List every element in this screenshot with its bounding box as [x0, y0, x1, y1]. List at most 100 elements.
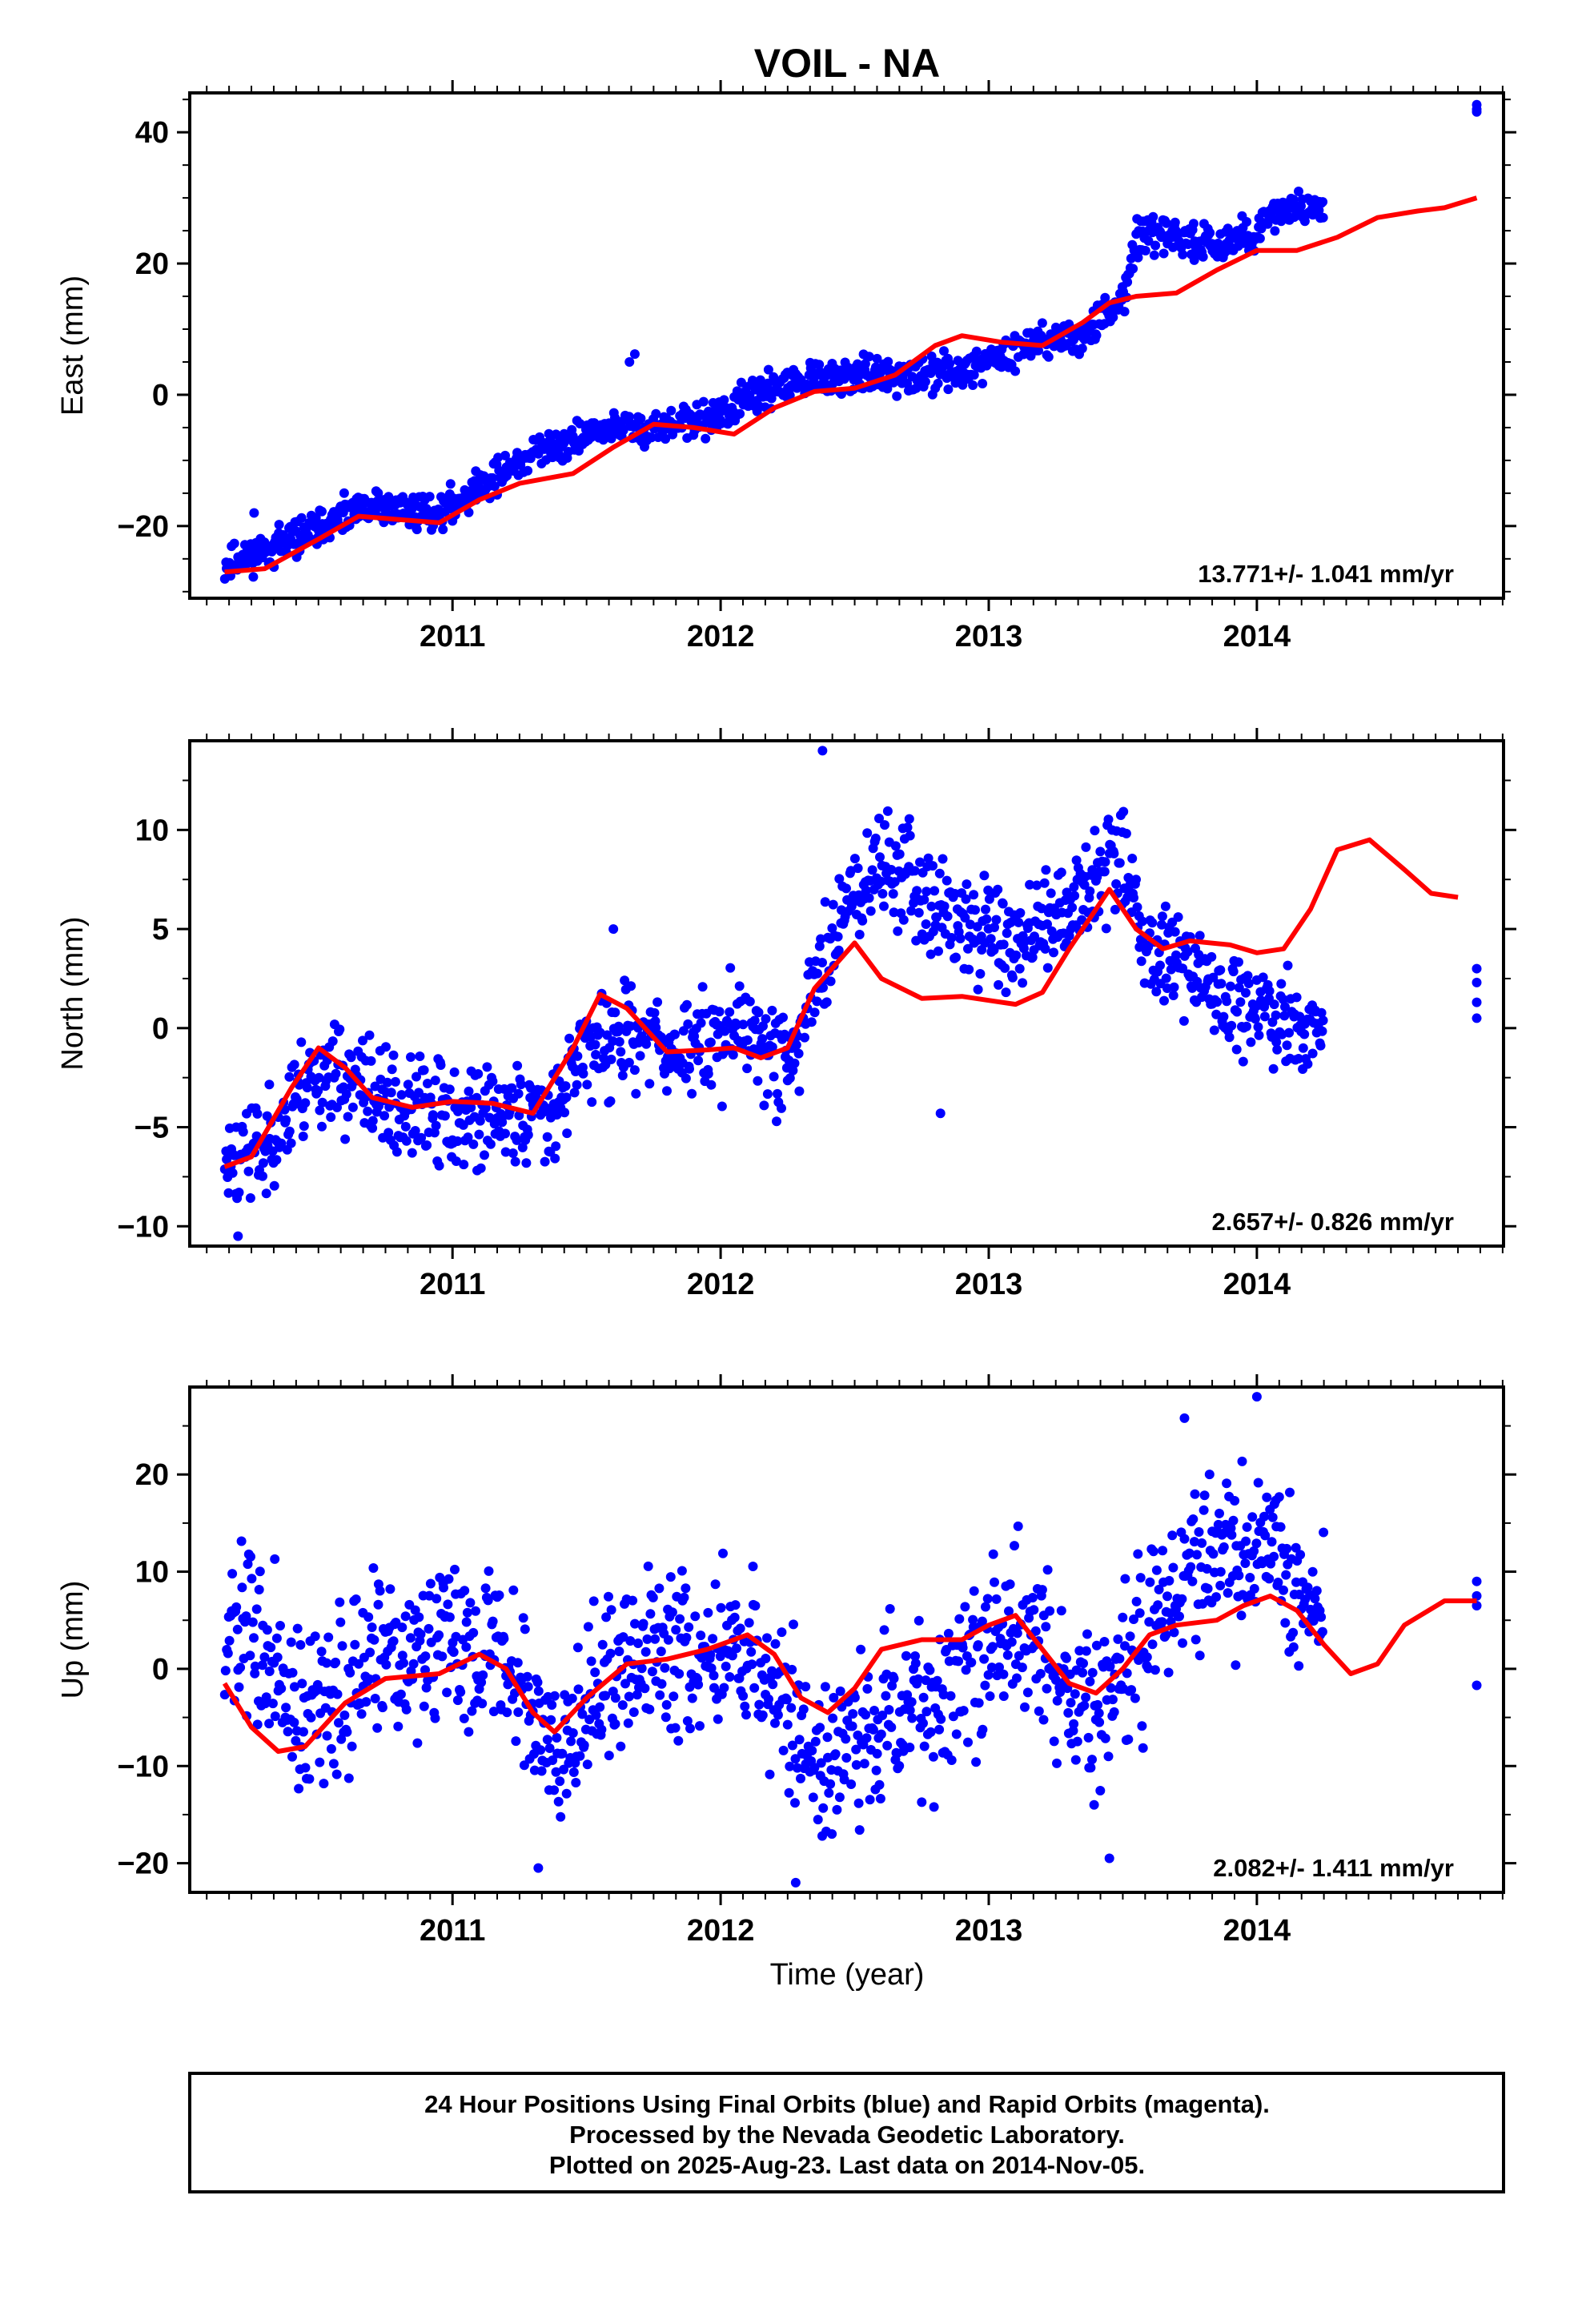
- data-point: [361, 1697, 371, 1707]
- data-point: [964, 964, 974, 975]
- data-point: [401, 1704, 412, 1715]
- data-point: [1245, 1573, 1255, 1582]
- data-point: [787, 1740, 797, 1751]
- data-point: [223, 1188, 234, 1198]
- data-point: [1083, 1732, 1094, 1743]
- data-point: [794, 1086, 805, 1096]
- data-point: [464, 507, 474, 517]
- data-point: [963, 943, 973, 954]
- data-point: [697, 982, 708, 992]
- data-point: [851, 1744, 861, 1755]
- data-point: [1288, 1627, 1299, 1638]
- y-tick-label: −20: [118, 510, 169, 544]
- data-point: [787, 1664, 797, 1675]
- data-point: [1317, 1026, 1327, 1036]
- data-point: [258, 1158, 268, 1168]
- data-point: [1101, 923, 1111, 934]
- data-point: [1255, 233, 1265, 243]
- data-point: [785, 390, 795, 400]
- data-point: [685, 1723, 695, 1734]
- data-point: [1108, 312, 1118, 323]
- data-point: [1318, 212, 1328, 223]
- data-point: [750, 1601, 761, 1611]
- data-point: [1004, 1606, 1014, 1616]
- data-point: [500, 1147, 511, 1157]
- data-point: [907, 1713, 917, 1723]
- data-point: [473, 1069, 484, 1079]
- data-point: [451, 1156, 461, 1166]
- data-point: [790, 1877, 801, 1888]
- data-point: [735, 1623, 745, 1634]
- data-point: [1147, 918, 1158, 928]
- data-point: [616, 1741, 626, 1751]
- data-point: [1279, 1585, 1288, 1595]
- data-point: [791, 1039, 801, 1050]
- data-point: [1034, 1706, 1044, 1716]
- data-point: [1282, 1040, 1292, 1051]
- data-point: [286, 1138, 296, 1148]
- data-point: [786, 1703, 797, 1713]
- data-point: [390, 1076, 400, 1087]
- data-point: [875, 852, 885, 862]
- data-point: [1050, 1675, 1061, 1685]
- data-point: [685, 1063, 694, 1074]
- data-point: [439, 1582, 448, 1593]
- data-point: [1119, 307, 1130, 317]
- data-point: [1081, 1692, 1091, 1703]
- data-point: [550, 1153, 560, 1164]
- data-point: [549, 1691, 560, 1701]
- data-point: [332, 1102, 342, 1112]
- data-point: [665, 1572, 676, 1582]
- data-point: [245, 1193, 255, 1203]
- data-point: [512, 1060, 523, 1071]
- data-point: [986, 1663, 997, 1673]
- data-point: [345, 1667, 355, 1678]
- data-point: [668, 429, 678, 440]
- data-point: [542, 1735, 552, 1745]
- data-point: [396, 1689, 406, 1699]
- data-point: [1315, 1040, 1326, 1051]
- data-point: [381, 1042, 391, 1052]
- data-point: [862, 828, 873, 838]
- data-point: [1472, 1013, 1482, 1023]
- data-point: [882, 806, 893, 816]
- data-point: [610, 1719, 620, 1729]
- data-point: [626, 981, 636, 991]
- data-point: [306, 1712, 316, 1723]
- data-point: [595, 1702, 605, 1712]
- data-point: [1168, 242, 1178, 252]
- data-point: [767, 1042, 777, 1052]
- data-point: [1295, 1550, 1306, 1560]
- data-point: [1270, 226, 1280, 236]
- plot-frame: [188, 739, 1505, 1248]
- data-point: [925, 1665, 935, 1675]
- data-point: [816, 934, 826, 944]
- data-point: [801, 1682, 811, 1692]
- data-point: [289, 1059, 299, 1070]
- data-point: [1267, 1537, 1277, 1547]
- data-point: [677, 1566, 687, 1576]
- data-point: [1109, 848, 1119, 858]
- data-point: [252, 1719, 263, 1730]
- data-point: [1120, 1574, 1130, 1584]
- data-point: [339, 488, 349, 498]
- data-point: [383, 492, 394, 502]
- data-point: [482, 1062, 492, 1072]
- data-point: [654, 1583, 665, 1594]
- data-point: [416, 1629, 426, 1639]
- data-point: [1234, 957, 1243, 967]
- data-point: [777, 1627, 787, 1638]
- data-point: [267, 1699, 278, 1709]
- data-point: [982, 1594, 993, 1604]
- data-point: [1167, 1530, 1178, 1541]
- data-point: [628, 1595, 638, 1606]
- data-point: [502, 1707, 512, 1718]
- data-point: [793, 1048, 804, 1059]
- data-point: [849, 854, 860, 864]
- data-point: [1182, 947, 1193, 957]
- data-point: [1241, 1536, 1251, 1546]
- data-point: [939, 901, 950, 911]
- data-point: [1258, 972, 1268, 983]
- data-point: [1178, 963, 1188, 974]
- data-point: [1249, 1546, 1259, 1556]
